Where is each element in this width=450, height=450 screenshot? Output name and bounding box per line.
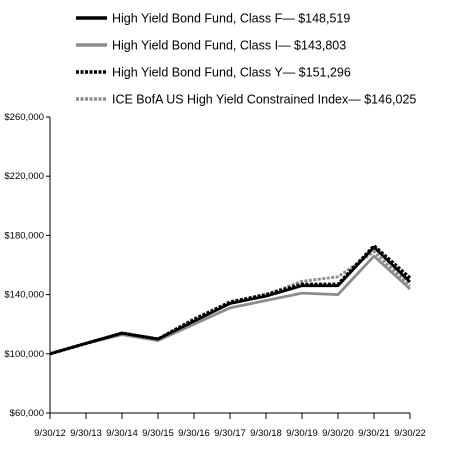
- x-tick-label: 9/30/16: [178, 428, 210, 439]
- axes: $60,000 $100,000 $140,000 $180,000 $220,000 $…: [4, 112, 425, 439]
- x-tick-label: 9/30/14: [106, 428, 138, 439]
- series-line-3: [49, 244, 412, 356]
- y-tick-label: $180,000: [4, 230, 44, 241]
- x-tick-label: 9/30/22: [394, 428, 426, 439]
- x-tick-label: 9/30/13: [70, 428, 102, 439]
- legend-label-4: ICE BofA US High Yield Constrained Index…: [112, 93, 416, 107]
- x-tick-label: 9/30/18: [250, 428, 282, 439]
- legend-label-1: High Yield Bond Fund, Class F— $148,519: [112, 12, 350, 26]
- x-tick-label: 9/30/19: [286, 428, 318, 439]
- series-group: [49, 244, 412, 356]
- x-tick-label: 9/30/21: [358, 428, 390, 439]
- y-tick-label: $140,000: [4, 290, 44, 301]
- legend-label-3: High Yield Bond Fund, Class Y— $151,296: [112, 66, 351, 80]
- legend: High Yield Bond Fund, Class F— $148,519 H…: [76, 12, 416, 107]
- x-tick-label: 9/30/15: [142, 428, 174, 439]
- x-tick-label: 9/30/12: [34, 428, 66, 439]
- y-tick-label: $100,000: [4, 349, 44, 360]
- y-tick-label: $260,000: [4, 112, 44, 123]
- x-tick-label: 9/30/17: [214, 428, 246, 439]
- legend-label-2: High Yield Bond Fund, Class I— $143,803: [112, 39, 346, 53]
- x-tick-label: 9/30/20: [322, 428, 354, 439]
- y-tick-label: $220,000: [4, 171, 44, 182]
- y-tick-label: $60,000: [10, 408, 44, 419]
